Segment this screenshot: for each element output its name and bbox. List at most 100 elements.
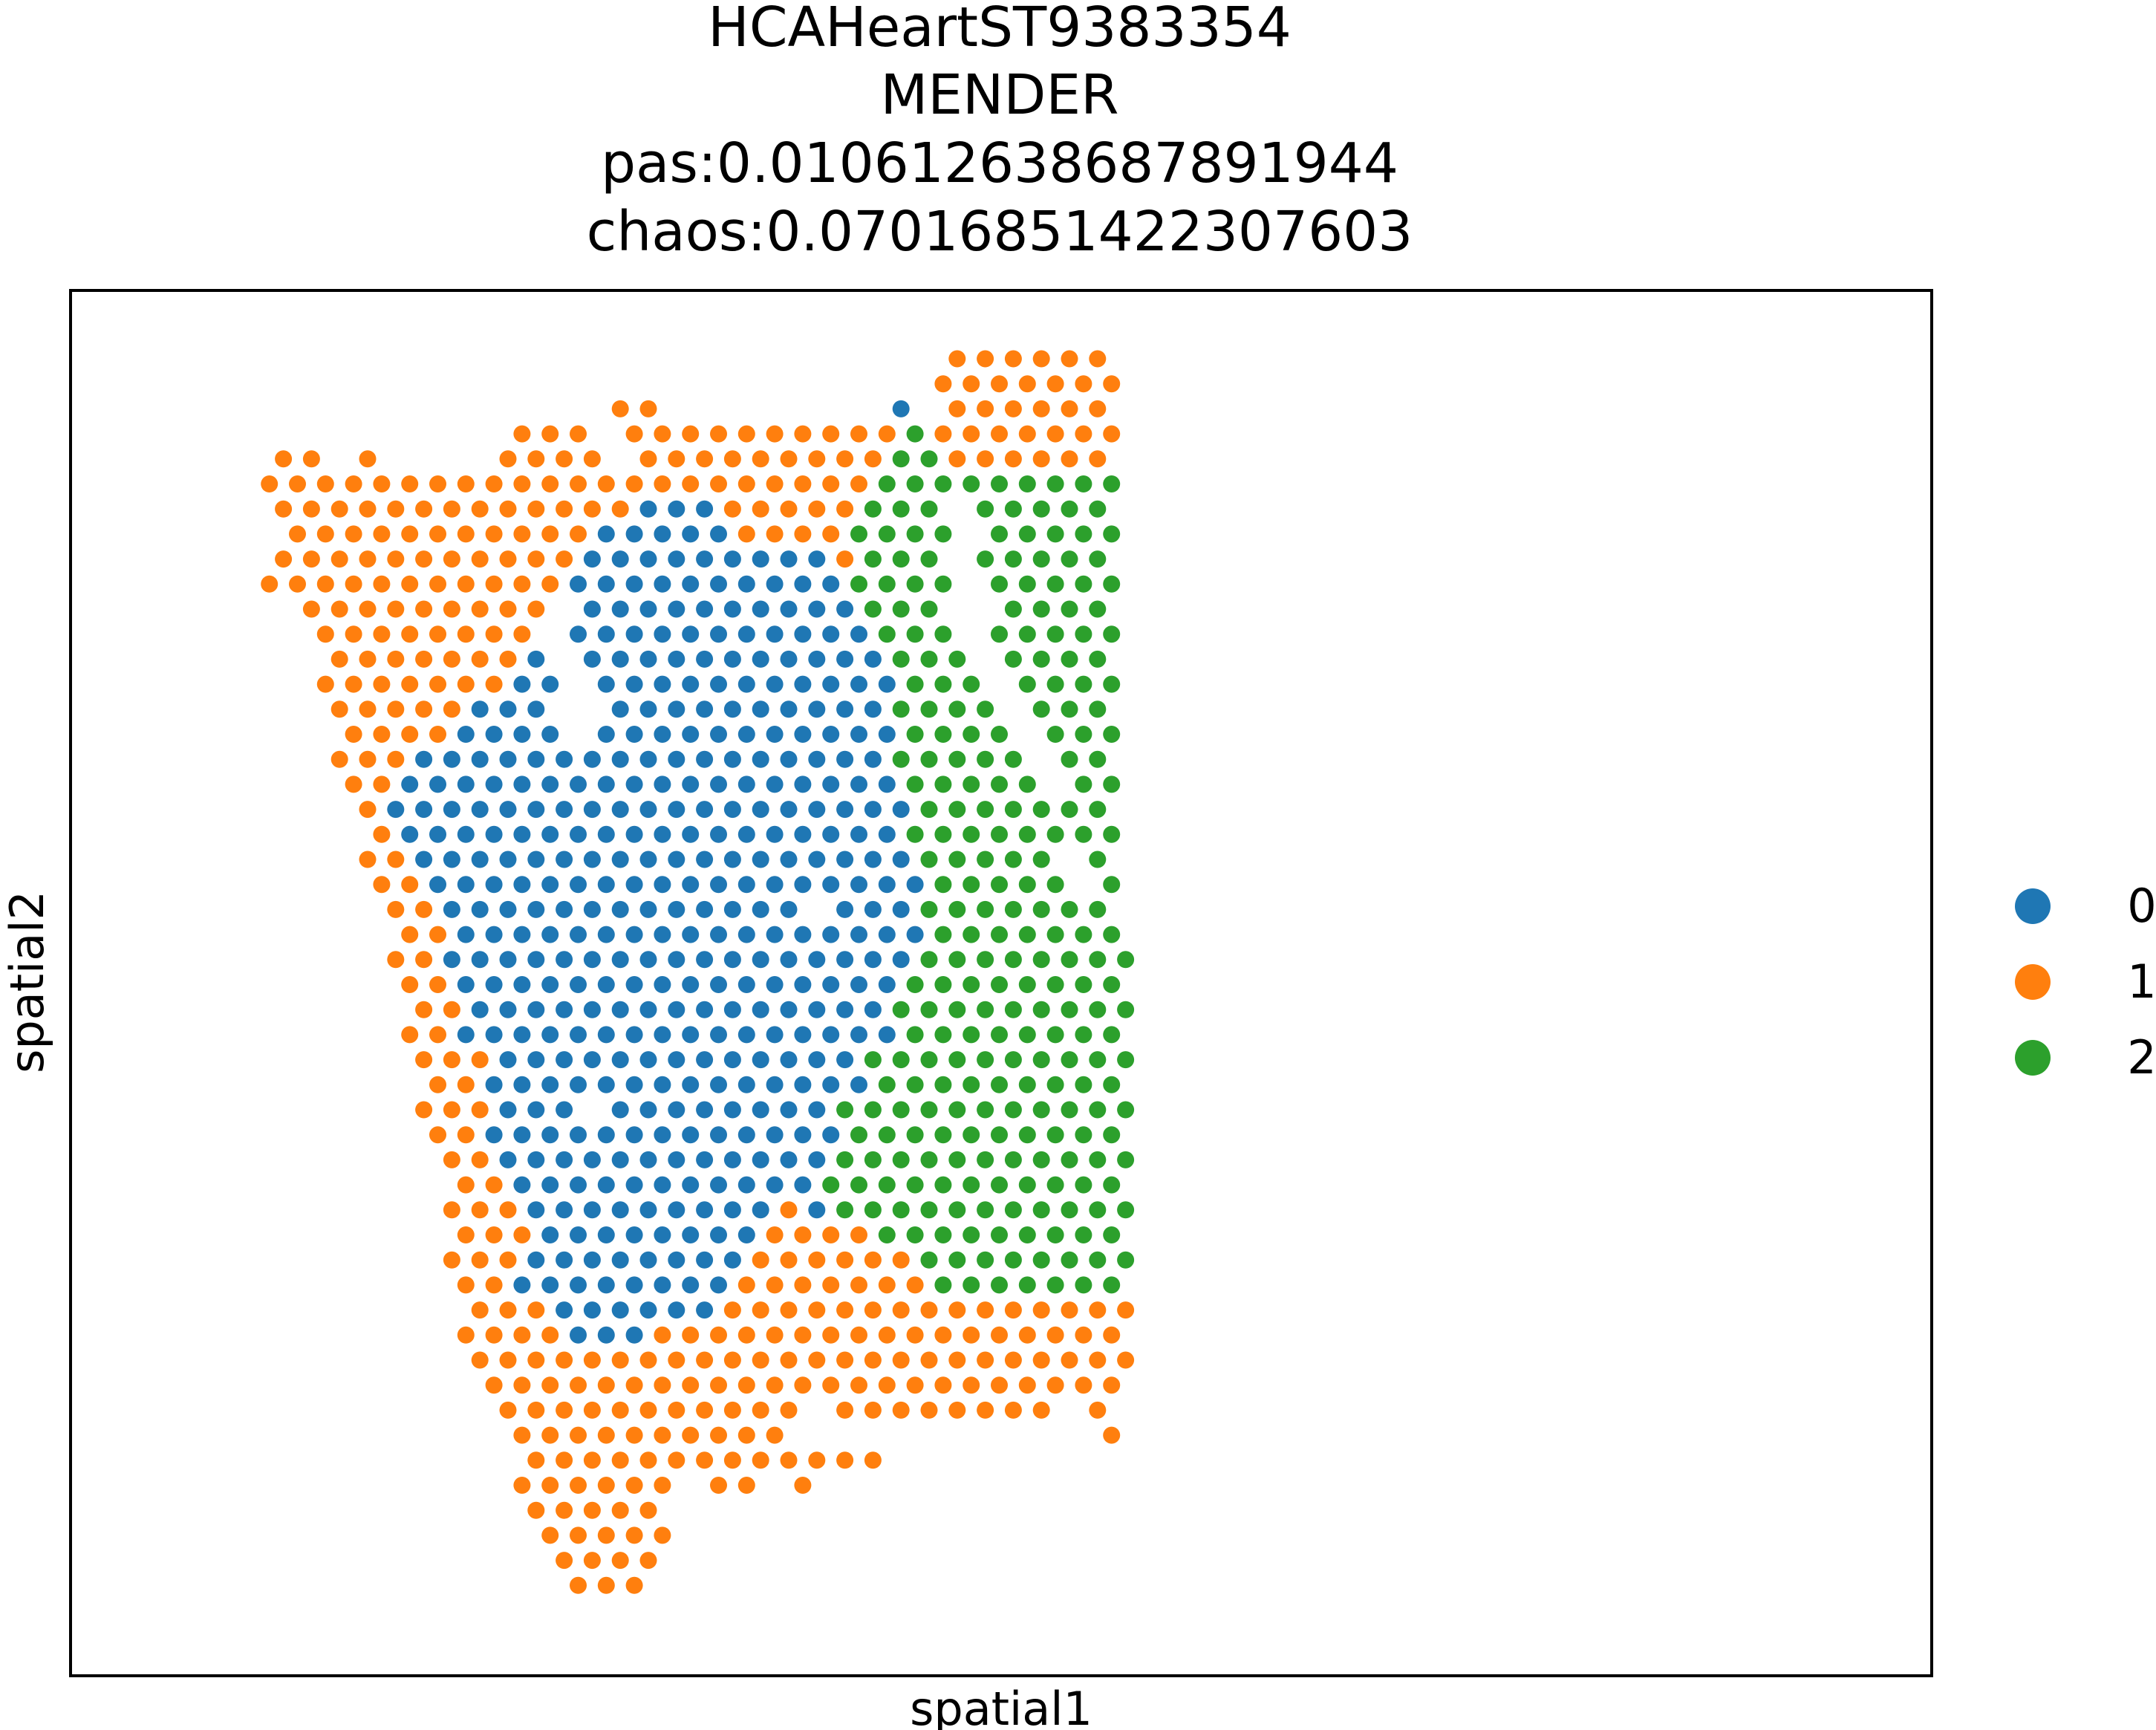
spot-cluster-0 xyxy=(499,951,517,969)
spot-cluster-2 xyxy=(1061,500,1078,518)
spot-cluster-1 xyxy=(583,1451,601,1469)
spot-cluster-1 xyxy=(302,450,320,468)
legend-swatch-0 xyxy=(2015,888,2051,924)
spot-cluster-0 xyxy=(654,675,671,693)
spot-cluster-2 xyxy=(1046,1176,1064,1194)
spot-cluster-1 xyxy=(499,1201,517,1219)
spot-cluster-1 xyxy=(330,600,348,618)
spot-cluster-2 xyxy=(1004,801,1022,819)
spot-cluster-1 xyxy=(443,500,460,518)
spot-cluster-1 xyxy=(1046,1376,1064,1394)
spot-cluster-1 xyxy=(737,1376,755,1394)
spot-cluster-2 xyxy=(934,575,952,593)
spot-cluster-0 xyxy=(878,825,896,843)
spot-cluster-2 xyxy=(1032,851,1050,868)
spot-cluster-2 xyxy=(1004,500,1022,518)
spot-cluster-0 xyxy=(836,600,854,618)
spot-cluster-1 xyxy=(302,600,320,618)
spot-cluster-0 xyxy=(794,876,812,894)
spot-cluster-0 xyxy=(850,726,867,743)
spot-cluster-0 xyxy=(836,900,854,918)
spot-cluster-0 xyxy=(583,851,601,868)
spot-cluster-2 xyxy=(934,726,952,743)
spot-cluster-0 xyxy=(723,900,741,918)
spot-cluster-1 xyxy=(752,1401,769,1419)
spot-cluster-2 xyxy=(920,500,938,518)
spot-cluster-0 xyxy=(682,575,700,593)
spot-cluster-2 xyxy=(850,1176,867,1194)
spot-cluster-2 xyxy=(934,1126,952,1144)
spot-cluster-1 xyxy=(991,425,1008,443)
spot-cluster-2 xyxy=(1075,575,1092,593)
spot-cluster-1 xyxy=(289,575,306,593)
spot-cluster-2 xyxy=(1018,976,1036,993)
spot-cluster-1 xyxy=(977,450,994,468)
spot-cluster-1 xyxy=(373,825,391,843)
spot-cluster-0 xyxy=(696,951,714,969)
spot-cluster-0 xyxy=(625,675,643,693)
spot-cluster-1 xyxy=(457,525,475,543)
spot-cluster-2 xyxy=(1075,675,1092,693)
spot-cluster-2 xyxy=(1061,1251,1078,1269)
spot-cluster-1 xyxy=(794,1276,812,1294)
spot-cluster-1 xyxy=(611,1401,629,1419)
spot-cluster-0 xyxy=(527,900,545,918)
spot-cluster-0 xyxy=(752,600,769,618)
spot-cluster-0 xyxy=(822,876,840,894)
spot-cluster-2 xyxy=(1032,1251,1050,1269)
spot-cluster-0 xyxy=(471,801,489,819)
spot-cluster-0 xyxy=(668,951,685,969)
spot-cluster-0 xyxy=(499,1101,517,1119)
spot-cluster-2 xyxy=(1018,1026,1036,1044)
spot-cluster-0 xyxy=(513,926,531,943)
spot-cluster-2 xyxy=(892,600,910,618)
spot-cluster-1 xyxy=(625,475,643,492)
spot-cluster-1 xyxy=(822,425,840,443)
spot-cluster-0 xyxy=(794,926,812,943)
spot-cluster-1 xyxy=(1018,1326,1036,1344)
spot-cluster-0 xyxy=(556,801,573,819)
spot-cluster-0 xyxy=(556,900,573,918)
spot-cluster-0 xyxy=(710,1076,727,1093)
spot-cluster-2 xyxy=(963,926,980,943)
spot-cluster-1 xyxy=(570,475,587,492)
spot-cluster-1 xyxy=(1089,400,1107,417)
spot-cluster-0 xyxy=(668,1251,685,1269)
spot-cluster-2 xyxy=(1032,1001,1050,1018)
spot-cluster-0 xyxy=(597,976,615,993)
spot-cluster-0 xyxy=(625,1276,643,1294)
spot-cluster-0 xyxy=(625,625,643,643)
spot-cluster-0 xyxy=(597,1326,615,1344)
spot-cluster-1 xyxy=(541,425,559,443)
spot-cluster-0 xyxy=(471,951,489,969)
spot-cluster-0 xyxy=(513,1026,531,1044)
spot-cluster-1 xyxy=(682,425,700,443)
spot-cluster-0 xyxy=(794,625,812,643)
spot-cluster-0 xyxy=(429,876,446,894)
spot-cluster-0 xyxy=(639,1201,657,1219)
spot-cluster-0 xyxy=(737,825,755,843)
spot-cluster-2 xyxy=(991,825,1008,843)
spot-cluster-0 xyxy=(780,750,798,768)
spot-cluster-2 xyxy=(878,1176,896,1194)
spot-cluster-0 xyxy=(780,600,798,618)
spot-cluster-0 xyxy=(766,1176,784,1194)
spot-cluster-2 xyxy=(1018,475,1036,492)
spot-cluster-0 xyxy=(752,1101,769,1119)
spot-cluster-1 xyxy=(611,1351,629,1369)
spot-cluster-0 xyxy=(485,1126,503,1144)
spot-cluster-1 xyxy=(485,675,503,693)
spot-cluster-1 xyxy=(1046,375,1064,393)
spot-cluster-1 xyxy=(710,1477,727,1494)
spot-cluster-1 xyxy=(415,1001,433,1018)
spot-cluster-0 xyxy=(541,976,559,993)
spot-cluster-0 xyxy=(668,750,685,768)
spot-cluster-0 xyxy=(794,825,812,843)
spot-cluster-0 xyxy=(668,1051,685,1069)
spot-cluster-0 xyxy=(541,675,559,693)
spot-cluster-2 xyxy=(906,425,924,443)
spot-cluster-0 xyxy=(723,600,741,618)
spot-cluster-1 xyxy=(1004,400,1022,417)
spot-cluster-1 xyxy=(991,1326,1008,1344)
spot-cluster-0 xyxy=(597,525,615,543)
